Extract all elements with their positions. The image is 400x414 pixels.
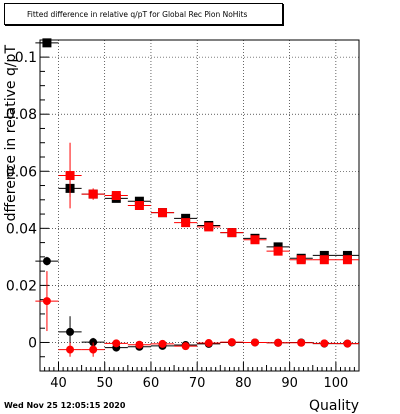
data-marks	[35, 38, 359, 357]
y-tick-label: 0.04	[6, 221, 37, 237]
data-point-square	[273, 246, 283, 256]
x-tick-label: 80	[235, 376, 252, 391]
data-point-square	[134, 201, 144, 210]
axes: 40 50 60 70 80 90 100 0 0.02 0.04 0.06 0.08 0.1	[6, 39, 360, 391]
chart-title: Fitted difference in relative q/pT for G…	[4, 3, 283, 25]
grid-lines	[40, 40, 359, 371]
x-axis-label: Quality	[309, 398, 359, 414]
x-tick-label: 50	[96, 376, 113, 391]
y-tick-label: 0	[28, 335, 37, 351]
data-point-square	[181, 218, 191, 228]
data-point-circle	[112, 339, 121, 348]
data-point-square	[250, 235, 260, 245]
timestamp: Wed Nov 25 12:05:15 2020	[4, 401, 126, 410]
data-point-circle	[274, 338, 283, 347]
data-point-square	[158, 208, 168, 218]
data-point-circle	[227, 338, 236, 347]
y-tick-label: 0.1	[15, 50, 37, 66]
data-point-square	[342, 255, 352, 265]
data-point-circle	[89, 338, 98, 347]
y-axis-label: dfference in relative q/pT	[3, 45, 19, 222]
data-point-circle	[343, 339, 352, 348]
x-tick-label: 90	[281, 376, 298, 391]
data-point-circle	[320, 339, 329, 348]
data-point-circle	[89, 345, 98, 354]
data-point-circle	[42, 297, 51, 306]
x-tick-label: 40	[50, 376, 67, 391]
plot-frame	[39, 39, 360, 372]
data-point-circle	[250, 338, 259, 347]
x-tick-label: 60	[143, 376, 160, 391]
data-point-circle	[297, 338, 306, 347]
data-point-circle	[181, 342, 190, 351]
x-tick-label: 100	[323, 376, 348, 391]
data-point-circle	[158, 339, 167, 348]
data-point-circle	[135, 340, 144, 349]
y-tick-label: 0.08	[6, 107, 37, 123]
data-point-square	[204, 222, 214, 232]
data-point-circle	[42, 257, 51, 266]
data-point-circle	[66, 327, 75, 336]
y-tick-label: 0.02	[6, 278, 37, 294]
x-tick-label: 70	[189, 376, 206, 391]
data-point-square	[65, 171, 75, 181]
data-point-square	[319, 255, 329, 265]
data-point-circle	[66, 345, 75, 354]
data-point-square	[111, 191, 121, 201]
data-point-square	[42, 38, 52, 48]
y-tick-label: 0.06	[6, 164, 37, 180]
data-point-square	[227, 228, 237, 238]
data-point-square	[88, 189, 98, 199]
data-point-square	[296, 255, 306, 265]
data-point-circle	[204, 339, 213, 348]
